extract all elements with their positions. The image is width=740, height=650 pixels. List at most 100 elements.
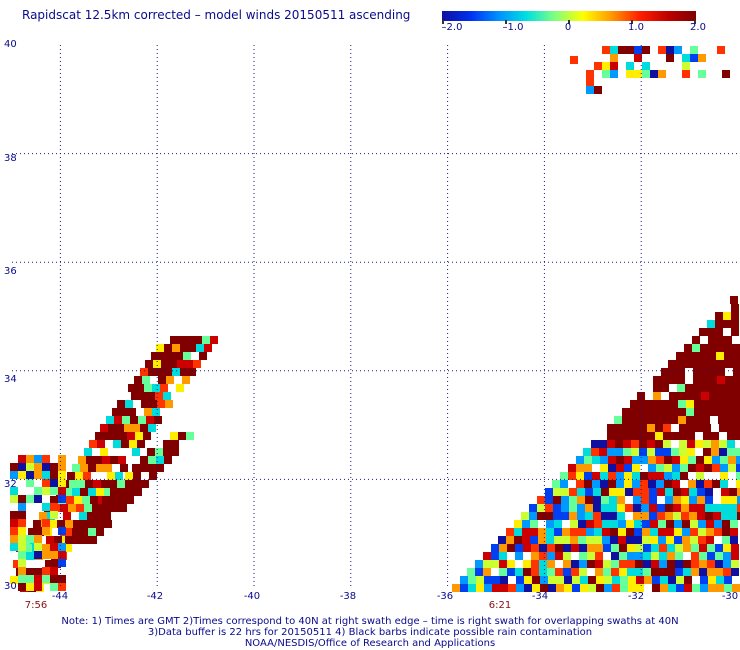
wind-cell — [531, 568, 539, 576]
wind-cell — [109, 480, 117, 488]
wind-cell — [593, 504, 601, 512]
wind-cell — [26, 495, 34, 503]
wind-cell — [34, 471, 42, 479]
wind-cell — [468, 576, 476, 584]
colorbar-label: –2.0 — [441, 22, 463, 33]
wind-cell — [584, 456, 592, 464]
wind-cell — [58, 559, 66, 567]
wind-cell — [50, 503, 58, 511]
wind-cell — [569, 512, 577, 520]
wind-cell — [650, 528, 658, 536]
wind-cell — [680, 456, 688, 464]
wind-cell — [622, 416, 630, 424]
wind-cell — [607, 424, 615, 432]
lat-label: 36 — [4, 266, 17, 277]
wind-cell — [687, 448, 695, 456]
wind-cell — [159, 352, 167, 360]
wind-cell — [706, 520, 714, 528]
wind-cell — [133, 472, 141, 480]
wind-cell — [65, 536, 73, 544]
wind-cell — [58, 471, 66, 479]
wind-cell — [643, 544, 651, 552]
wind-cell — [177, 360, 185, 368]
wind-cell — [67, 472, 75, 480]
wind-cell — [724, 344, 732, 352]
wind-cell — [649, 512, 657, 520]
wind-cell — [617, 504, 625, 512]
wind-cell — [514, 520, 522, 528]
wind-cell — [594, 86, 602, 94]
wind-cell — [584, 472, 592, 480]
wind-cell — [706, 528, 714, 536]
wind-cell — [684, 576, 692, 584]
wind-cell — [672, 464, 680, 472]
wind-cell — [118, 496, 126, 504]
wind-cell — [596, 576, 604, 584]
wind-cell — [129, 440, 137, 448]
wind-cell — [88, 520, 96, 528]
wind-cell — [690, 536, 698, 544]
wind-cell — [107, 472, 115, 480]
wind-cell — [516, 576, 524, 584]
wind-cell — [688, 456, 696, 464]
wind-cell — [104, 464, 112, 472]
wind-cell — [104, 520, 112, 528]
wind-cell — [145, 360, 153, 368]
wind-cell — [522, 536, 530, 544]
wind-cell — [731, 568, 739, 576]
wind-cell — [707, 544, 715, 552]
wind-cell — [165, 400, 173, 408]
wind-cell — [651, 544, 659, 552]
wind-cell — [623, 424, 631, 432]
wind-cell — [726, 416, 734, 424]
wind-cell — [715, 544, 723, 552]
wind-cell — [538, 536, 546, 544]
wind-cell — [655, 424, 663, 432]
wind-cell — [668, 584, 676, 592]
wind-cell — [600, 456, 608, 464]
wind-cell — [562, 536, 570, 544]
wind-cell — [681, 512, 689, 520]
wind-cell — [572, 576, 580, 584]
wind-cell — [24, 568, 32, 576]
wind-cell — [674, 536, 682, 544]
wind-cell — [42, 487, 50, 495]
wind-cell — [654, 416, 662, 424]
wind-cell — [26, 463, 34, 471]
wind-cell — [18, 559, 26, 567]
wind-cell — [561, 496, 569, 504]
wind-cell — [53, 560, 61, 568]
wind-cell — [626, 536, 634, 544]
wind-cell — [662, 400, 670, 408]
wind-cell — [58, 487, 66, 495]
wind-cell — [66, 496, 74, 504]
wind-cell — [88, 488, 96, 496]
wind-cell — [570, 528, 578, 536]
wind-cell — [553, 496, 561, 504]
wind-cell — [654, 400, 662, 408]
wind-cell — [608, 480, 616, 488]
wind-cell — [736, 480, 740, 488]
wind-cell — [577, 512, 585, 520]
wind-cell — [580, 576, 588, 584]
wind-cell — [683, 568, 691, 576]
wind-cell — [666, 46, 674, 54]
wind-cell — [624, 472, 632, 480]
wind-cell — [721, 504, 729, 512]
wind-cell — [586, 86, 594, 94]
wind-cell — [555, 552, 563, 560]
wind-cell — [667, 560, 675, 568]
wind-cell — [722, 536, 730, 544]
wind-cell — [623, 432, 631, 440]
wind-cell — [716, 584, 724, 592]
wind-cell — [103, 432, 111, 440]
wind-cell — [727, 432, 735, 440]
wind-cell — [42, 527, 50, 535]
wind-cell — [609, 496, 617, 504]
wind-cell — [600, 472, 608, 480]
wind-cell — [648, 480, 656, 488]
wind-cell — [728, 456, 736, 464]
wind-cell — [26, 575, 34, 583]
wind-cell — [657, 504, 665, 512]
wind-cell — [677, 392, 685, 400]
